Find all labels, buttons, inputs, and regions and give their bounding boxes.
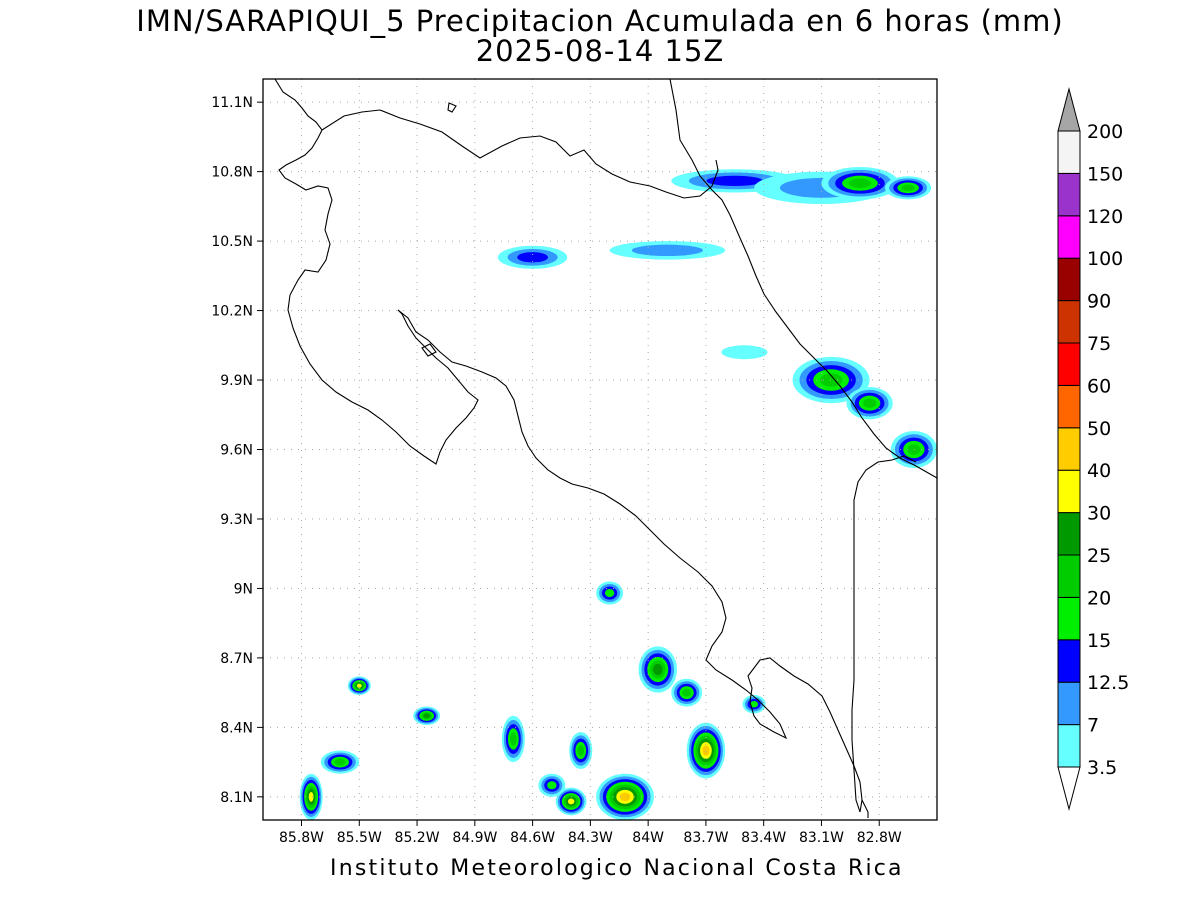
map-title: IMN/SARAPIQUI_5 Precipitacion Acumulada …: [136, 4, 1064, 38]
precip-contour: [631, 244, 703, 257]
lat-tick-label: 9.3N: [220, 512, 253, 528]
lat-tick-label: 10.8N: [211, 165, 253, 181]
lon-tick-label: 84.6W: [510, 830, 555, 846]
lat-tick-label: 9.9N: [220, 373, 253, 389]
lat-tick-label: 11.1N: [211, 95, 253, 111]
lon-tick-label: 83.7W: [683, 830, 728, 846]
precip-contour: [604, 589, 615, 598]
border-panama: [851, 455, 917, 818]
precip-contour: [567, 798, 575, 805]
colorbar-swatch: [1057, 681, 1081, 726]
colorbar-label: 150: [1087, 163, 1123, 185]
colorbar-label: 90: [1087, 291, 1111, 313]
colorbar-label: 75: [1087, 333, 1111, 355]
colorbar-label: 120: [1087, 206, 1123, 228]
precip-contour: [820, 373, 843, 387]
precip-contour: [702, 745, 710, 756]
precip-contour: [577, 745, 585, 756]
colorbar-swatch: [1057, 469, 1081, 514]
lat-tick-label: 9.6N: [220, 443, 253, 459]
colorbar-label: 3.5: [1087, 757, 1117, 779]
lon-tick-label: 84.3W: [568, 830, 613, 846]
lon-tick-label: 83.1W: [799, 830, 844, 846]
coastline-gulf: [397, 309, 863, 813]
colorbar: 3.5 7 12.5 15 20 25 30 40 50 60 75 90 100 120 150 200: [1057, 87, 1129, 811]
colorbar-swatch: [1057, 342, 1081, 386]
lat-tick-label: 8.1N: [220, 790, 253, 806]
colorbar-swatch: [1057, 130, 1081, 174]
colorbar-swatch: [1057, 215, 1081, 259]
precip-contour: [334, 758, 346, 766]
colorbar-label: 30: [1087, 503, 1111, 525]
lat-tick-label: 10.5N: [211, 234, 253, 250]
colorbar-swatch: [1057, 300, 1081, 344]
precip-contour: [308, 791, 314, 802]
lake-shore: [447, 102, 457, 113]
precip-contour: [653, 663, 663, 676]
lat-tick-label: 9N: [234, 581, 253, 597]
colorbar-label: 25: [1087, 545, 1111, 567]
colorbar-swatch: [1057, 724, 1081, 768]
colorbar-label: 7: [1087, 715, 1099, 737]
colorbar-label: 40: [1087, 460, 1111, 482]
colorbar-label: 15: [1087, 630, 1111, 652]
island: [421, 343, 437, 357]
precip-contour: [682, 688, 692, 697]
colorbar-label: 50: [1087, 418, 1111, 440]
precip-contour: [510, 732, 517, 746]
precip-contour: [423, 713, 430, 719]
border-nicaragua: [321, 109, 719, 199]
lat-tick-label: 8.4N: [220, 720, 253, 736]
precip-contour: [901, 184, 915, 192]
precip-contour: [517, 252, 549, 263]
lon-tick-label: 83.4W: [741, 830, 786, 846]
lon-tick-label: 84.9W: [452, 830, 497, 846]
colorbar-label: 200: [1087, 121, 1123, 143]
precip-contour: [750, 700, 759, 708]
lon-tick-label: 82.8W: [857, 830, 902, 846]
lat-tick-label: 8.7N: [220, 651, 253, 667]
colorbar-swatch: [1057, 257, 1081, 302]
colorbar-swatch: [1057, 596, 1081, 641]
precip-contour: [907, 444, 921, 455]
lon-tick-label: 84W: [632, 830, 664, 846]
coastline-caribbean: [669, 79, 937, 479]
lon-tick-label: 85.8W: [279, 830, 324, 846]
lon-tick-label: 85.5W: [337, 830, 382, 846]
colorbar-under-triangle: [1057, 766, 1081, 811]
colorbar-over-triangle: [1057, 87, 1081, 132]
precipitation-layer: [299, 166, 937, 820]
colorbar-label: 12.5: [1087, 672, 1129, 694]
colorbar-label: 100: [1087, 248, 1123, 270]
colorbar-swatch: [1057, 639, 1081, 683]
precip-contour: [862, 398, 877, 408]
colorbar-swatch: [1057, 384, 1081, 429]
coastline-pacific: [263, 79, 479, 465]
lon-tick-label: 85.2W: [395, 830, 440, 846]
precip-contour: [848, 178, 871, 188]
lat-tick-label: 10.2N: [211, 304, 253, 320]
lat-lon-grid: [263, 79, 937, 820]
precip-contour: [547, 781, 557, 790]
colorbar-swatch: [1057, 554, 1081, 598]
precip-contour: [356, 683, 362, 688]
colorbar-swatch: [1057, 172, 1081, 217]
precip-contour: [721, 345, 768, 360]
footer-credit: Instituto Meteorologico Nacional Costa R…: [330, 856, 904, 881]
map-date: 2025-08-14 15Z: [475, 34, 725, 68]
colorbar-label: 20: [1087, 587, 1111, 609]
colorbar-swatch: [1057, 427, 1081, 471]
precip-contour: [706, 175, 764, 187]
axes: 85.8W 85.5W 85.2W 84.9W 84.6W 84.3W 84W 83.7W 83…: [211, 95, 902, 846]
coastlines-borders: [263, 79, 937, 818]
colorbar-swatch: [1057, 512, 1081, 556]
colorbar-label: 60: [1087, 375, 1111, 397]
precip-contour: [619, 792, 631, 802]
